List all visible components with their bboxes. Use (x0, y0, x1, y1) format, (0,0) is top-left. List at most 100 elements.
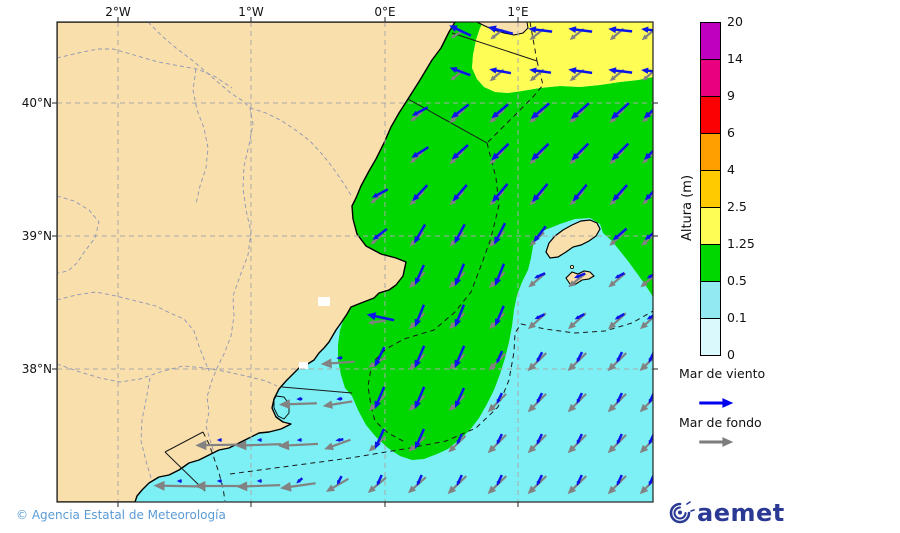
wind-arrow (176, 479, 182, 484)
zone-boundary-solid (281, 386, 353, 394)
zone-boundary-dashed (229, 310, 653, 475)
wind-arrow (572, 183, 588, 202)
swell-arrow (641, 232, 653, 246)
colorbar-block (700, 96, 721, 134)
wind-arrow (454, 304, 466, 328)
swell-arrow (320, 358, 355, 369)
wind-arrow (534, 313, 545, 320)
wind-arrow (449, 25, 472, 37)
wind-arrow (489, 67, 512, 75)
colorbar-block (700, 244, 721, 282)
wind-arrow (536, 474, 544, 486)
swell-arrow (370, 192, 384, 204)
colorbar-tick-label: 6 (727, 125, 735, 140)
wind-arrow (414, 386, 426, 409)
wind-arrow (454, 345, 466, 368)
wind-arrow (494, 305, 505, 327)
wind-arrow (644, 185, 653, 201)
swell-arrow (642, 191, 653, 205)
wind-arrow (411, 146, 429, 158)
wind-arrow (531, 142, 550, 161)
lat-label-38n: 38°N (21, 362, 52, 376)
wind-arrow (496, 392, 504, 404)
wind-arrow (641, 26, 653, 33)
wind-arrow (451, 143, 469, 160)
legend-swell-arrow (699, 437, 734, 447)
province-border (140, 377, 152, 479)
wind-arrow (487, 25, 514, 35)
swell-arrow (194, 481, 243, 491)
swell-arrow (642, 109, 653, 123)
wind-arrow (456, 433, 463, 445)
wind-arrow (256, 478, 262, 483)
colorbar-block (700, 170, 721, 208)
lon-label-1e: 1°E (507, 5, 529, 19)
colorbar-block (700, 281, 721, 319)
swell-arrow (367, 319, 386, 325)
wind-arrow (608, 67, 633, 75)
wind-arrow (372, 228, 388, 240)
wind-arrow (414, 223, 427, 244)
lat-label-39n: 39°N (21, 229, 52, 243)
lat-label-40n: 40°N (21, 96, 52, 110)
wind-arrow (449, 67, 471, 77)
colorbar-block (700, 207, 721, 245)
wind-arrow (648, 392, 653, 404)
wind-arrow (641, 67, 653, 74)
wind-arrow (536, 351, 544, 363)
wind-arrow (614, 312, 625, 320)
wind-arrow (576, 474, 583, 486)
swell-arrow (529, 108, 545, 124)
wind-arrow (494, 222, 507, 245)
colorbar-tick-label: 9 (727, 88, 735, 103)
swell-arrow (278, 440, 319, 451)
islet (570, 264, 575, 269)
wind-arrow (576, 392, 584, 404)
wind-arrow (335, 437, 344, 442)
swell-arrow (236, 481, 281, 492)
wind-arrow (374, 428, 386, 450)
zone-boundary-solid (407, 98, 488, 144)
province-border (57, 48, 233, 89)
province-border (57, 195, 100, 274)
no-data-patch (299, 362, 308, 369)
wind-arrow (643, 102, 653, 119)
colorbar-tick-label: 14 (727, 51, 743, 66)
wind-arrow (416, 474, 423, 486)
colorbar-block (700, 59, 721, 97)
colorbar-tick-label: 20 (727, 14, 743, 29)
wind-arrow (414, 428, 426, 450)
colorbar-tick-label: 0.1 (727, 310, 747, 325)
wind-arrow (616, 392, 624, 404)
wind-arrow (414, 264, 426, 286)
map-frame (56, 21, 654, 503)
wind-arrow (454, 263, 466, 287)
wind-arrow (611, 142, 630, 161)
lon-label-1w: 1°W (238, 5, 264, 19)
aemet-logo-icon (669, 501, 695, 524)
wind-arrow (494, 263, 506, 287)
province-border (249, 107, 353, 198)
wind-arrow (336, 475, 343, 485)
wind-arrow (374, 346, 386, 367)
wind-arrow (648, 474, 653, 486)
swell-arrow (279, 481, 316, 492)
wind-arrow (454, 387, 466, 409)
wind-arrow (529, 67, 552, 74)
wind-arrow (530, 102, 550, 119)
colorbar-title: Altura (m) (680, 174, 695, 242)
swell-arrow (449, 108, 465, 124)
wind-arrow (296, 396, 303, 401)
wind-arrow (412, 184, 429, 202)
swell-arrow (640, 272, 653, 288)
wind-arrow (571, 142, 590, 161)
colorbar-tick-label: 0 (727, 347, 735, 362)
lon-label-0e: 0°E (374, 5, 396, 19)
island-ibiza (545, 219, 601, 259)
wind-arrow (648, 351, 653, 363)
zone-boundary-dashed (202, 431, 226, 502)
colorbar-tick-label: 4 (727, 162, 735, 177)
wind-arrow (616, 474, 623, 486)
swell-arrow (609, 231, 626, 246)
